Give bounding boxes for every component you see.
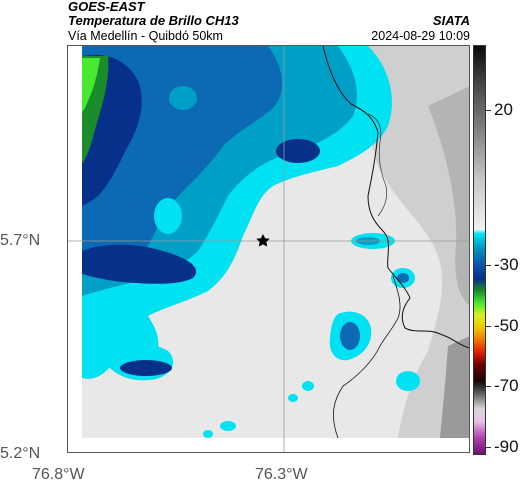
- satellite-map[interactable]: [67, 45, 470, 453]
- colorbar-label: -50: [494, 316, 519, 335]
- cloud-lime: [82, 58, 100, 112]
- warm-surface-east-dark: [428, 86, 469, 306]
- colorbar-tick: [486, 110, 491, 111]
- satellite-title: GOES-EAST: [68, 0, 145, 14]
- colorbar-tick: [486, 265, 491, 266]
- municipal-boundary: [367, 113, 388, 217]
- colorbar-tick: [486, 326, 491, 327]
- colorbar-tick: [486, 447, 491, 448]
- temperature-colorbar: [473, 45, 486, 455]
- colorbar-label: -90: [494, 437, 519, 456]
- datetime-label: 2024-08-29 10:09: [371, 29, 470, 43]
- colorbar-label: -70: [494, 376, 519, 395]
- organization-label: SIATA: [432, 13, 470, 28]
- colorbar-label: 20: [494, 100, 513, 119]
- route-subtitle: Vía Medellín - Quibdó 50km: [68, 29, 223, 43]
- lat-tick-label: 5.2°N: [0, 445, 41, 462]
- map-canvas: [68, 46, 469, 452]
- department-boundary: [322, 46, 469, 349]
- lon-tick-label: 76.8°W: [32, 466, 85, 483]
- colorbar-label: -30: [494, 255, 519, 274]
- lon-tick-label: 76.3°W: [255, 466, 308, 483]
- star-icon: [256, 234, 270, 247]
- lat-tick-label: 5.7°N: [0, 232, 41, 249]
- colorbar-tick: [486, 386, 491, 387]
- product-title: Temperatura de Brillo CH13: [68, 13, 239, 28]
